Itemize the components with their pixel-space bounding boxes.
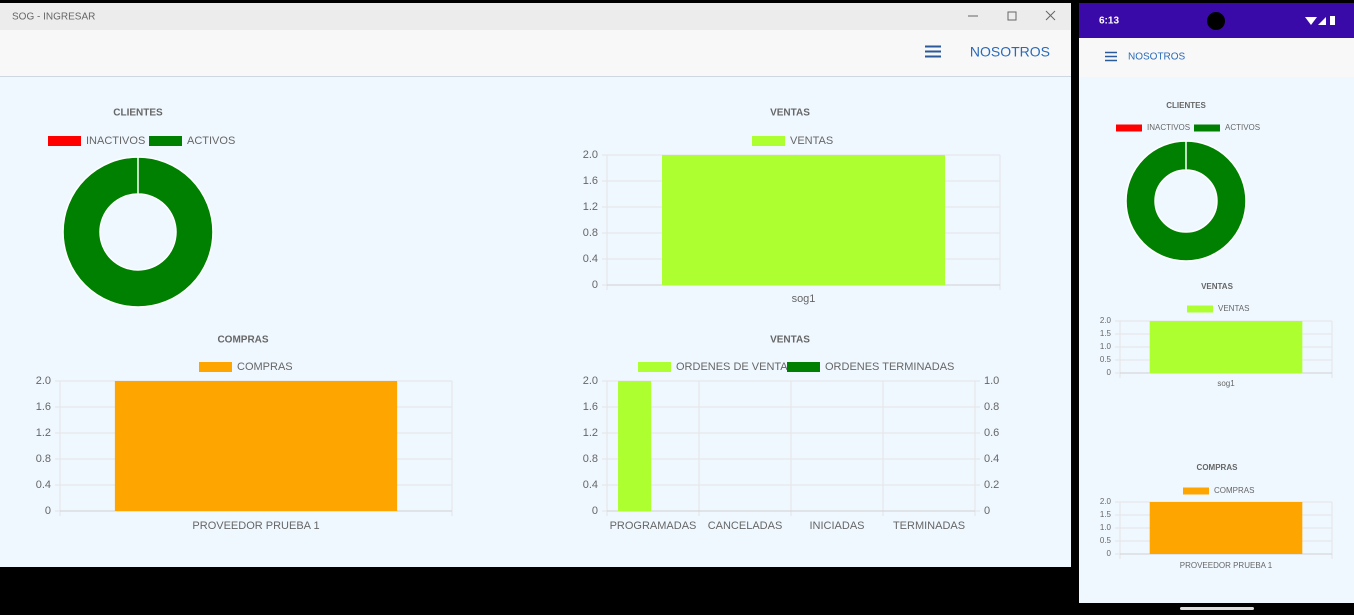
y-tick-label: 1.0	[1100, 523, 1112, 532]
chart-title: VENTAS	[770, 108, 810, 119]
x-tick-label: INICIADAS	[809, 520, 864, 532]
y-tick-label: 0.4	[583, 253, 598, 265]
y-tick-label: 0.4	[583, 479, 598, 491]
x-tick-label: PROGRAMADAS	[610, 520, 697, 532]
status-time: 6:13	[1099, 16, 1119, 27]
bar	[618, 381, 652, 511]
bar	[114, 381, 398, 511]
y-tick-label: 0	[1107, 368, 1112, 377]
legend-swatch	[787, 362, 820, 372]
y2-tick-label: 0.2	[984, 479, 999, 491]
y-tick-label: 0	[592, 279, 598, 291]
legend-swatch	[638, 362, 671, 372]
bar	[662, 155, 945, 285]
y2-tick-label: 0.4	[984, 453, 999, 465]
legend-label: INACTIVOS	[1147, 123, 1190, 132]
legend-label: INACTIVOS	[86, 135, 145, 147]
y-tick-label: 1.0	[1100, 342, 1112, 351]
y-tick-label: 1.6	[583, 401, 598, 413]
legend-swatch	[1183, 487, 1209, 495]
y-tick-label: 2.0	[1100, 316, 1112, 325]
doughnut-segment	[1125, 140, 1247, 262]
y-tick-label: 0	[592, 505, 598, 517]
y-tick-label: 1.2	[36, 427, 51, 439]
y-tick-label: 2.0	[583, 149, 598, 161]
y-tick-label: 0	[45, 505, 51, 517]
y-tick-label: 0.4	[36, 479, 51, 491]
y-tick-label: 1.6	[36, 401, 51, 413]
y-tick-label: 1.5	[1100, 329, 1112, 338]
battery	[1330, 16, 1335, 25]
window-title: SOG - INGRESAR	[12, 12, 95, 23]
chart-title: CLIENTES	[1166, 101, 1206, 110]
y-tick-label: 0	[1107, 549, 1112, 558]
legend-label: VENTAS	[790, 135, 833, 147]
navbar	[0, 30, 1071, 76]
x-tick-label: TERMINADAS	[893, 520, 965, 532]
legend-swatch	[48, 136, 81, 146]
camera	[1207, 12, 1225, 30]
legend-label: ORDENES DE VENTA	[676, 361, 788, 373]
chart-title: VENTAS	[1201, 282, 1234, 291]
home-indicator	[1180, 607, 1254, 610]
legend-swatch	[752, 136, 785, 146]
legend-swatch	[1187, 305, 1213, 313]
y2-tick-label: 0.8	[984, 401, 999, 413]
legend-label: ACTIVOS	[187, 135, 235, 147]
legend-swatch	[199, 362, 232, 372]
nav-link[interactable]: NOSOTROS	[970, 44, 1050, 60]
x-tick-label: sog1	[792, 293, 816, 305]
y-tick-label: 1.5	[1100, 510, 1112, 519]
y-tick-label: 1.2	[583, 427, 598, 439]
legend-label: ORDENES TERMINADAS	[825, 361, 954, 373]
bar	[1149, 321, 1303, 373]
status-icons	[1305, 17, 1326, 25]
y2-tick-label: 0	[984, 505, 990, 517]
legend-swatch	[1116, 124, 1142, 132]
y-tick-label: 2.0	[583, 375, 598, 387]
bar	[1149, 502, 1303, 554]
restore-button[interactable]	[1007, 11, 1017, 21]
phone-bottom	[1079, 590, 1354, 603]
y-tick-label: 0.8	[36, 453, 51, 465]
doughnut-segment	[62, 156, 214, 308]
y-tick-label: 0.8	[583, 453, 598, 465]
y-tick-label: 1.6	[583, 175, 598, 187]
chart-title: COMPRAS	[217, 335, 268, 346]
legend-label: VENTAS	[1218, 304, 1249, 313]
x-tick-label: PROVEEDOR PRUEBA 1	[1180, 561, 1273, 570]
chart-title: CLIENTES	[113, 108, 163, 119]
y-tick-label: 0.8	[583, 227, 598, 239]
phone-navbar	[1079, 38, 1354, 77]
y2-tick-label: 1.0	[984, 375, 999, 387]
y2-tick-label: 0.6	[984, 427, 999, 439]
y-tick-label: 0.5	[1100, 536, 1112, 545]
legend-label: COMPRAS	[1214, 486, 1254, 495]
menu-button[interactable]	[925, 45, 941, 58]
close-button[interactable]	[1045, 10, 1056, 21]
y-tick-label: 2.0	[1100, 497, 1112, 506]
y-tick-label: 1.2	[583, 201, 598, 213]
legend-swatch	[149, 136, 182, 146]
title-bar	[0, 3, 1071, 30]
x-tick-label: CANCELADAS	[708, 520, 783, 532]
legend-swatch	[1194, 124, 1220, 132]
x-tick-label: PROVEEDOR PRUEBA 1	[192, 520, 319, 532]
chart-title: VENTAS	[770, 335, 810, 346]
y-tick-label: 0.5	[1100, 355, 1112, 364]
x-tick-label: sog1	[1217, 379, 1235, 388]
legend-label: ACTIVOS	[1225, 123, 1260, 132]
legend-label: COMPRAS	[237, 361, 293, 373]
phone-nav-link[interactable]: NOSOTROS	[1128, 52, 1186, 63]
phone-menu-button[interactable]	[1105, 51, 1117, 62]
chart-title: COMPRAS	[1197, 463, 1239, 472]
y-tick-label: 2.0	[36, 375, 51, 387]
